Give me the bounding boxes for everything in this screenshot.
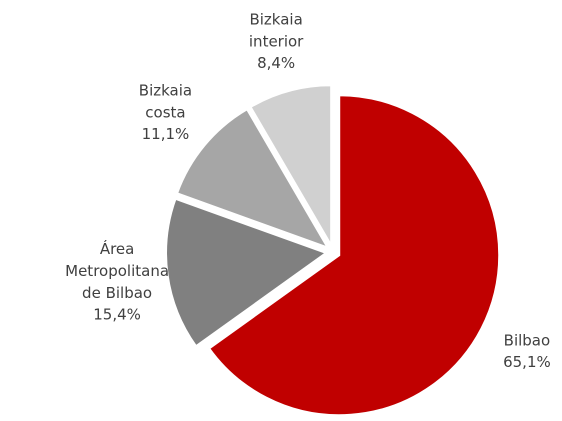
label-line: Bizkaia	[249, 10, 302, 28]
label-line: Área	[100, 239, 135, 258]
value-label: 8,4%	[257, 54, 295, 72]
pie-slice	[207, 94, 501, 417]
label-line: Bizkaia	[139, 81, 192, 99]
label-line: de Bilbao	[82, 284, 152, 302]
label-line: Metropolitana	[65, 262, 169, 280]
label-line: costa	[145, 103, 185, 121]
slice-label: Bizkaia costa	[139, 81, 192, 121]
label-line: interior	[249, 32, 304, 50]
value-label: 15,4%	[93, 306, 141, 324]
pie-slice	[249, 84, 333, 249]
pie-slice	[165, 197, 329, 348]
slice-label: Bilbao	[504, 331, 551, 349]
value-label: 65,1%	[503, 353, 551, 371]
slice-label: Bizkaia interior	[249, 10, 304, 50]
value-label: 11,1%	[142, 125, 190, 143]
label-line: Bilbao	[504, 331, 551, 349]
pie-slice	[175, 107, 330, 250]
slice-label: Área Metropolitana de Bilbao	[65, 239, 169, 302]
